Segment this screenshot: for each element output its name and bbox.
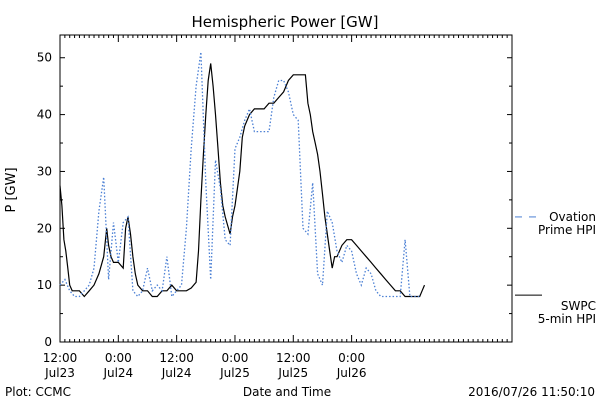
y-tick-label: 20 [37,221,52,235]
series-line-swpc [59,63,426,298]
plot-credit: Plot: CCMC [5,385,71,399]
chart-title: Hemispheric Power [GW] [192,13,379,31]
x-tick-date-label: Jul24 [102,366,133,380]
x-tick-time-label: 0:00 [338,351,365,365]
series-line-ovation [59,52,420,299]
legend-label-swpc: SWPC [561,299,596,313]
legend-label-swpc: 5-min HPI [538,312,596,326]
y-axis-ticks: 0 10 20 30 40 50 [37,51,512,349]
legend-label-ovation: Prime HPI [538,223,596,237]
x-tick-date-label: Jul24 [161,366,192,380]
y-tick-label: 30 [37,164,52,178]
legend-label-ovation: Ovation [549,210,596,224]
x-tick-time-label: 0:00 [221,351,248,365]
plot-frame [59,34,513,343]
y-tick-label: 0 [44,335,52,349]
series-layer [59,52,426,299]
y-tick-label: 10 [37,278,52,292]
timestamp: 2016/07/26 11:50:10 [468,385,595,399]
x-tick-time-label: 0:00 [105,351,132,365]
x-axis-ticks: 12:00Jul230:00Jul2412:00Jul240:00Jul2512… [43,35,513,380]
x-tick-time-label: 12:00 [43,351,78,365]
x-axis-title: Date and Time [243,385,331,399]
y-tick-label: 50 [37,51,52,65]
x-tick-date-label: Jul23 [44,366,75,380]
plot-border [59,34,513,343]
x-tick-date-label: Jul25 [219,366,250,380]
y-axis-label: P [GW] [4,167,19,212]
x-tick-date-label: Jul25 [277,366,308,380]
x-tick-time-label: 12:00 [276,351,311,365]
x-tick-date-label: Jul26 [336,366,367,380]
y-tick-label: 40 [37,108,52,122]
x-tick-time-label: 12:00 [159,351,194,365]
